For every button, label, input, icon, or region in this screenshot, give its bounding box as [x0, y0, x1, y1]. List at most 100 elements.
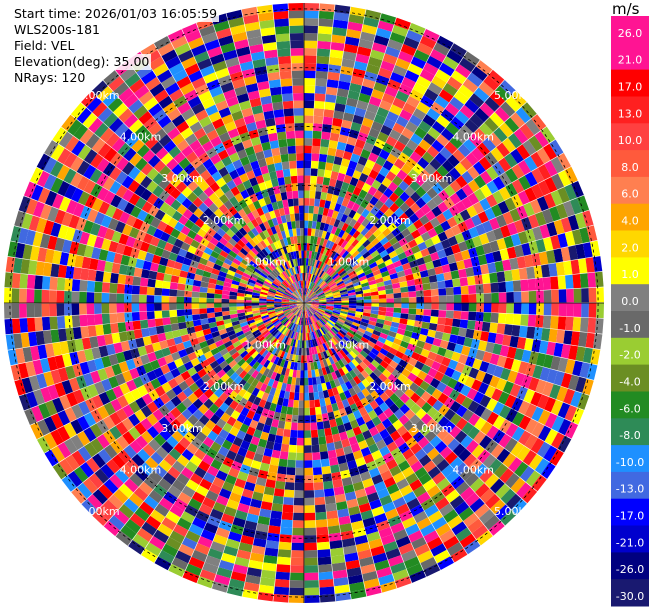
gate-cell	[284, 421, 292, 430]
gate-cell	[401, 127, 414, 140]
gate-cell	[380, 581, 397, 593]
gate-cell	[464, 99, 480, 114]
gate-cell	[274, 579, 290, 588]
gate-cell	[270, 242, 277, 252]
gate-cell	[401, 303, 409, 309]
gate-cell	[43, 157, 57, 174]
gate-cell	[470, 338, 481, 350]
gate-cell	[94, 281, 103, 293]
gate-cell	[327, 279, 335, 286]
gate-cell	[410, 191, 421, 203]
gate-cell	[176, 517, 192, 531]
gate-cell	[437, 249, 447, 259]
gate-cell	[300, 228, 304, 236]
gate-cell	[116, 435, 130, 450]
gate-cell	[522, 139, 537, 156]
gate-cell	[311, 251, 315, 259]
gate-cell	[129, 367, 140, 380]
gate-cell	[379, 203, 390, 214]
gate-cell	[351, 278, 360, 285]
gate-cell	[287, 376, 293, 385]
gate-cell	[283, 261, 289, 270]
gate-cell	[87, 269, 97, 282]
gate-cell	[332, 293, 341, 297]
gate-cell	[319, 261, 325, 270]
gate-cell	[531, 168, 545, 184]
gate-cell	[385, 364, 396, 374]
gate-cell	[364, 485, 377, 496]
gate-cell	[413, 251, 423, 260]
gate-cell	[361, 378, 371, 388]
gate-cell	[344, 252, 352, 261]
gate-cell	[267, 71, 281, 81]
gate-cell	[361, 387, 371, 398]
gate-cell	[410, 392, 421, 404]
gate-cell	[338, 408, 347, 418]
gate-cell	[304, 422, 311, 431]
gate-cell	[338, 316, 347, 322]
gate-cell	[378, 574, 395, 586]
gate-cell	[398, 50, 414, 63]
gate-cell	[341, 303, 349, 306]
gate-cell	[309, 307, 317, 313]
gate-cell	[210, 441, 222, 453]
gate-cell	[357, 327, 366, 334]
gate-cell	[528, 135, 543, 152]
gate-cell	[285, 288, 293, 295]
gate-cell	[270, 260, 278, 269]
gate-cell	[280, 191, 288, 201]
gate-cell	[193, 207, 204, 219]
gate-cell	[582, 210, 594, 227]
gate-cell	[165, 56, 181, 70]
gate-cell	[249, 338, 258, 346]
gate-cell	[362, 265, 371, 273]
gate-cell	[300, 332, 303, 341]
gate-cell	[376, 520, 391, 532]
gate-cell	[309, 407, 316, 416]
gate-cell	[340, 272, 348, 279]
gate-cell	[383, 279, 392, 286]
gate-cell	[284, 489, 295, 498]
gate-cell	[360, 446, 372, 457]
gate-cell	[319, 375, 326, 384]
gate-cell	[111, 262, 121, 274]
gate-cell	[193, 274, 203, 282]
gate-cell	[372, 228, 382, 238]
gate-cell	[390, 430, 401, 442]
gate-cell	[256, 389, 265, 399]
gate-cell	[474, 404, 486, 418]
gate-cell	[309, 354, 314, 363]
gate-cell	[13, 333, 23, 349]
gate-cell	[327, 71, 340, 81]
gate-cell	[191, 308, 200, 315]
gate-cell	[91, 394, 104, 409]
gate-cell	[427, 367, 438, 378]
gate-cell	[557, 170, 571, 187]
gate-cell	[358, 406, 368, 417]
gate-cell	[452, 443, 466, 457]
gate-cell	[185, 346, 195, 355]
gate-cell	[395, 90, 410, 103]
gate-cell	[388, 250, 398, 259]
gate-cell	[305, 288, 308, 296]
gate-cell	[536, 290, 544, 303]
gate-cell	[244, 146, 256, 156]
gate-cell	[318, 229, 324, 238]
gate-cell	[369, 371, 379, 381]
gate-cell	[94, 468, 109, 484]
gate-cell	[304, 220, 309, 229]
gate-cell	[344, 321, 352, 327]
gate-cell	[376, 232, 386, 242]
gate-cell	[225, 162, 236, 174]
gate-cell	[259, 291, 268, 296]
gate-cell	[229, 400, 239, 410]
gate-cell	[568, 374, 580, 391]
gate-cell	[307, 220, 313, 229]
gate-cell	[94, 122, 109, 138]
gate-cell	[275, 340, 282, 349]
gate-cell	[148, 489, 163, 504]
gate-cell	[298, 205, 304, 214]
gate-cell	[417, 157, 430, 169]
gate-cell	[360, 336, 369, 344]
gate-cell	[122, 431, 135, 445]
